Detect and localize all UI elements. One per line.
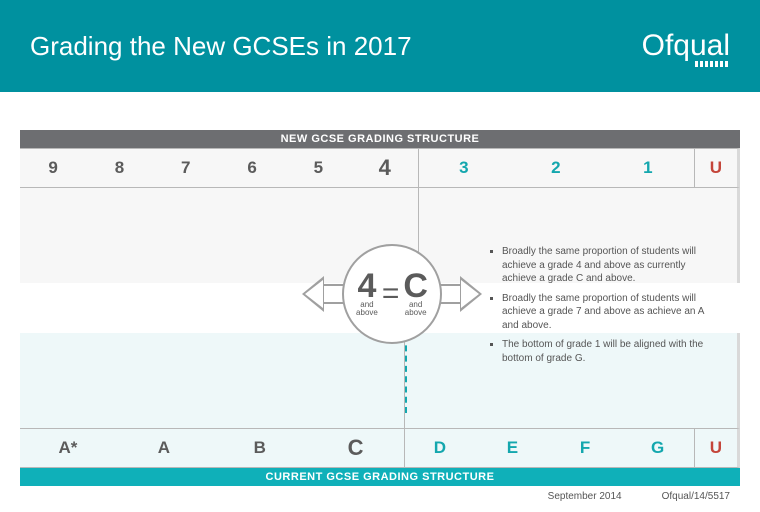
equivalence-circle: 4 andabove = C andabove	[342, 244, 442, 344]
equiv-left-big: 4	[356, 271, 378, 302]
grade-cell-u: U	[694, 149, 737, 187]
grade-cell: 2	[510, 149, 602, 187]
grade-cell: 1	[602, 149, 694, 187]
grading-chart: NEW GCSE GRADING STRUCTURE 987654321U A*…	[20, 130, 740, 463]
page-title: Grading the New GCSEs in 2017	[30, 31, 412, 62]
equiv-right-big: C	[403, 271, 428, 302]
grade-cell: 5	[285, 149, 351, 187]
ofqual-logo: Ofqual	[642, 29, 730, 63]
notes-list: Broadly the same proportion of students …	[490, 245, 715, 371]
grade-cell: B	[212, 429, 308, 467]
grade-cell: A	[116, 429, 212, 467]
current-grades-row: A*ABCDEFGU	[20, 428, 740, 468]
grade-cell: 8	[86, 149, 152, 187]
logo-underline	[695, 61, 728, 67]
grade-cell: 9	[20, 149, 86, 187]
grade-cell: 3	[418, 149, 510, 187]
grade-cell-u: U	[694, 429, 737, 467]
bottom-band-label: CURRENT GCSE GRADING STRUCTURE	[20, 468, 740, 486]
note-item: Broadly the same proportion of students …	[502, 245, 715, 286]
grade-cell: 4	[352, 149, 418, 187]
header-bar: Grading the New GCSEs in 2017 Ofqual	[0, 0, 760, 92]
top-band-label: NEW GCSE GRADING STRUCTURE	[20, 130, 740, 148]
new-grades-row: 987654321U	[20, 148, 740, 188]
note-item: Broadly the same proportion of students …	[502, 292, 715, 333]
footer-date: September 2014	[548, 491, 622, 502]
note-item: The bottom of grade 1 will be aligned wi…	[502, 338, 715, 365]
grade-cell: 7	[153, 149, 219, 187]
equals-icon: =	[382, 277, 400, 311]
grade-cell: G	[621, 429, 694, 467]
grade-cell: C	[308, 429, 404, 467]
footer-ref: Ofqual/14/5517	[662, 491, 730, 502]
grade-cell: A*	[20, 429, 116, 467]
footer: September 2014 Ofqual/14/5517	[548, 491, 730, 502]
grade-cell: D	[404, 429, 477, 467]
grade-cell: E	[476, 429, 549, 467]
grade-cell: 6	[219, 149, 285, 187]
grade-cell: F	[549, 429, 622, 467]
